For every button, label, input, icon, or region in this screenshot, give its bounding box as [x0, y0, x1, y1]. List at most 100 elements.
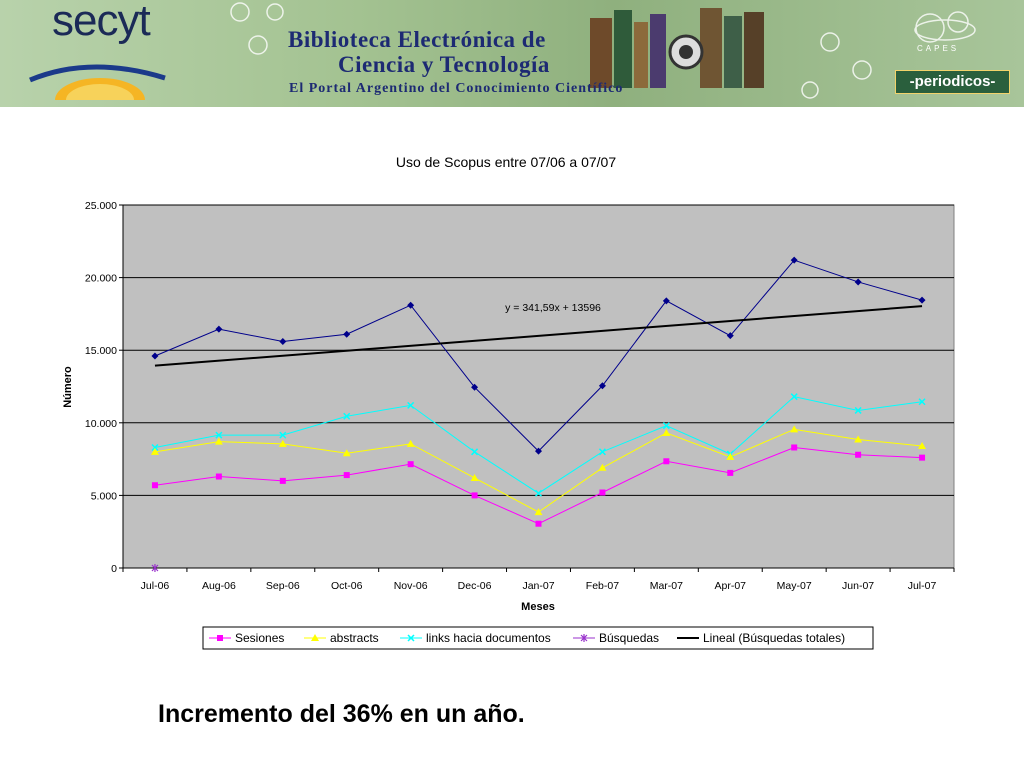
point-sesiones: [791, 444, 798, 451]
y-tick-label: 15.000: [85, 345, 117, 357]
network-nodes-icon: [230, 2, 976, 99]
x-tick-label: Apr-07: [715, 580, 747, 592]
legend-label: Lineal (Búsquedas totales): [703, 631, 845, 645]
y-tick-label: 5.000: [91, 490, 117, 502]
point-busquedas-totales: [471, 383, 479, 391]
point-busquedas-totales: [662, 297, 670, 305]
periodicos-logo: -periodicos-: [895, 70, 1010, 94]
point-abstracts: [918, 442, 927, 450]
point-busquedas-totales: [854, 278, 862, 286]
point-sesiones: [407, 461, 414, 468]
point-abstracts: [278, 439, 287, 447]
point-busquedas-totales: [343, 330, 351, 338]
point-sesiones: [151, 482, 158, 489]
point-sesiones: [599, 489, 606, 496]
point-links-hacia-documentos: [918, 398, 926, 406]
chart-title: Uso de Scopus entre 07/06 a 07/07: [396, 154, 616, 170]
legend-label: Búsquedas: [599, 631, 659, 645]
banner-decoration: [29, 2, 976, 100]
point-links-hacia-documentos: [854, 406, 862, 414]
point-links-hacia-documentos: [598, 448, 606, 456]
point-abstracts: [406, 439, 415, 447]
point-sesiones: [279, 477, 286, 484]
point-links-hacia-documentos: [215, 431, 223, 439]
point-busquedas-totales: [918, 296, 926, 304]
point-sesiones: [727, 469, 734, 476]
banner-title-line1: Biblioteca Electrónica de: [288, 27, 546, 52]
legend-label: Sesiones: [235, 631, 284, 645]
plot-area: [122, 204, 955, 569]
legend-box: [202, 626, 874, 650]
x-tick-label: Feb-07: [586, 580, 619, 592]
point-links-hacia-documentos: [471, 448, 479, 456]
legend-item-links-hacia-documentos: links hacia documentos: [400, 631, 551, 645]
secyt-logo: secyt: [52, 0, 151, 45]
increase-note: Incremento del 36% en un año.: [158, 700, 525, 728]
point-abstracts: [150, 447, 159, 455]
legend-item-busquedas: Búsquedas: [573, 631, 659, 645]
legend-label: abstracts: [330, 631, 379, 645]
point-sesiones: [471, 492, 478, 499]
point-sesiones: [535, 520, 542, 527]
chart-legend: Sesiones abstracts links hacia documentos B…: [202, 626, 874, 650]
books-icon: [590, 8, 764, 88]
x-axis-label: Meses: [521, 601, 555, 613]
y-tick-label: 20.000: [85, 273, 117, 285]
point-busquedas-totales: [151, 352, 159, 360]
point-links-hacia-documentos: [279, 431, 287, 439]
legend-marker: [311, 634, 319, 641]
point-busquedas-totales: [407, 301, 415, 309]
point-abstracts: [214, 437, 223, 445]
header-banner: secyt Biblioteca Electrónica de Ciencia …: [0, 0, 1024, 107]
legend-label: links hacia documentos: [426, 631, 551, 645]
point-abstracts: [534, 508, 543, 516]
point-sesiones: [855, 451, 862, 458]
trendline-equation: y = 341,59x + 13596: [505, 302, 601, 314]
x-tick-label: Mar-07: [650, 580, 683, 592]
point-sesiones: [343, 472, 350, 479]
point-busquedas-totales: [535, 447, 542, 455]
banner-subtitle: El Portal Argentino del Conocimiento Cie…: [289, 81, 624, 96]
point-links-hacia-documentos: [343, 412, 351, 420]
legend-item-sesiones: Sesiones: [209, 631, 284, 645]
x-tick-label: Dec-06: [458, 580, 492, 592]
x-tick-label: Jan-07: [522, 580, 554, 592]
point-abstracts: [790, 425, 799, 433]
point-sesiones: [215, 473, 222, 480]
legend-item-abstracts: abstracts: [304, 631, 379, 645]
x-tick-label: Nov-06: [394, 580, 428, 592]
point-busquedas-totales: [279, 337, 287, 345]
point-busquedas-totales: [726, 332, 734, 340]
point-abstracts: [598, 463, 607, 471]
point-sesiones: [663, 458, 670, 465]
point-abstracts: [662, 428, 671, 436]
x-tick-label: Oct-06: [331, 580, 363, 592]
y-tick-label: 10.000: [85, 418, 117, 430]
point-abstracts: [726, 452, 735, 460]
x-tick-label: Jul-06: [141, 580, 170, 592]
series-layer: [150, 256, 927, 572]
point-links-hacia-documentos: [407, 401, 415, 409]
point-abstracts: [470, 473, 479, 481]
x-axis: Jul-06 Aug-06 Sep-06 Oct-06 Nov-06 Dec-06 Jan-…: [122, 567, 955, 592]
trendline: [154, 305, 923, 367]
x-tick-label: Jul-07: [908, 580, 937, 592]
point-busquedas: [151, 564, 159, 572]
point-links-hacia-documentos: [151, 443, 159, 452]
point-links-hacia-documentos: [662, 422, 670, 430]
y-axis: 0 5.000 10.000 15.000 20.000 25.000: [85, 200, 124, 575]
x-tick-label: Aug-06: [202, 580, 236, 592]
point-busquedas-totales: [790, 256, 798, 264]
sun-icon: [29, 64, 166, 100]
legend-marker: [407, 634, 415, 642]
point-busquedas-totales: [598, 382, 606, 390]
legend-item-lineal-busquedas-totales-: Lineal (Búsquedas totales): [677, 631, 845, 645]
y-tick-label: 0: [111, 563, 117, 575]
capes-label: CAPES: [917, 44, 960, 53]
y-axis-label: Número: [62, 366, 74, 408]
y-tick-label: 25.000: [85, 200, 117, 212]
banner-background: [0, 0, 1024, 107]
point-abstracts: [854, 435, 863, 443]
point-abstracts: [342, 449, 351, 457]
